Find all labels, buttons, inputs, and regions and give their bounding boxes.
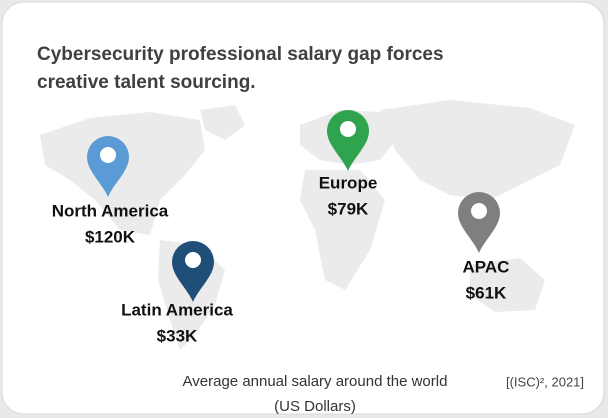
title-line: creative talent sourcing.	[37, 72, 256, 93]
map-pin	[458, 192, 500, 253]
source: [(ISC)², 2021]	[506, 374, 584, 389]
title-line: Cybersecurity professional salary gap fo…	[37, 44, 444, 65]
map-pin	[172, 241, 214, 302]
region-salary: $120K	[85, 227, 136, 246]
pin-hole	[100, 147, 116, 163]
map-pin	[326, 109, 369, 171]
region-salary: $61K	[466, 283, 507, 302]
region-name: APAC	[463, 257, 510, 276]
caption-line: (US Dollars)	[274, 398, 356, 415]
region-name: Europe	[319, 173, 378, 192]
map-pin	[87, 136, 129, 197]
region-salary: $33K	[157, 326, 198, 345]
pin-hole	[185, 252, 201, 268]
region-name: Latin America	[121, 300, 233, 319]
pin-hole	[340, 121, 356, 137]
caption-line: Average annual salary around the world	[183, 373, 448, 390]
pin-hole	[471, 203, 487, 219]
region-name: North America	[52, 201, 169, 220]
region-salary: $79K	[328, 199, 369, 218]
